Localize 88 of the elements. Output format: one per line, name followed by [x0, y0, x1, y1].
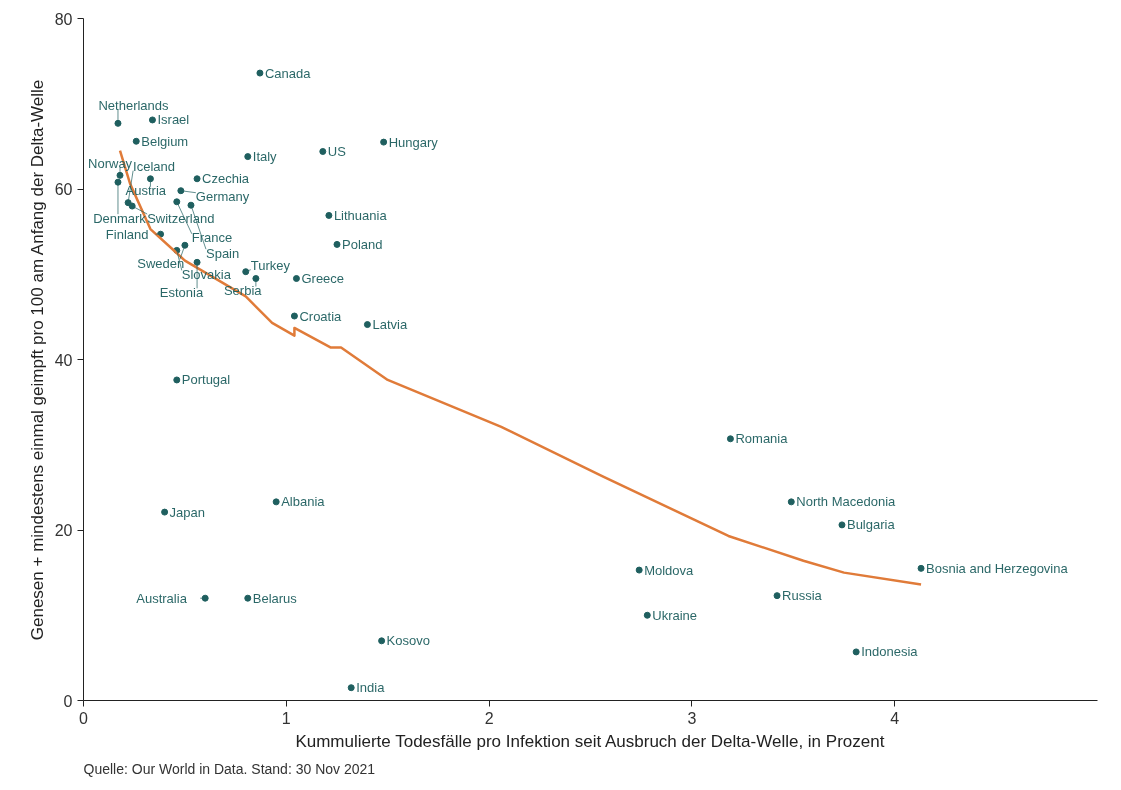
point	[272, 498, 280, 506]
annotation: Sweden	[137, 255, 185, 271]
annotation: Bulgaria	[846, 517, 896, 533]
x-tick-label: 3	[687, 709, 697, 727]
point	[244, 153, 252, 161]
annotation: Indonesia	[861, 644, 919, 660]
point	[114, 178, 122, 186]
annotation: Hungary	[388, 134, 439, 150]
y-tick-label: 60	[54, 181, 73, 198]
annotation: Finland	[105, 226, 149, 242]
point	[917, 564, 925, 572]
annotation: Greece	[301, 271, 345, 287]
y-tick-label: 20	[54, 522, 73, 539]
annotation: Australia	[136, 590, 188, 606]
y-tick-label: 0	[63, 692, 73, 710]
point	[838, 521, 846, 529]
point	[852, 648, 860, 656]
source-note: Quelle: Our World in Data. Stand: 30 Nov 2021	[83, 760, 376, 777]
annotation: Israel	[157, 112, 190, 128]
annotation: Romania	[735, 431, 789, 447]
point	[173, 198, 181, 206]
y-tick-label: 80	[54, 10, 73, 28]
annotation: Switzerland	[147, 210, 215, 226]
point	[380, 138, 388, 146]
annotation: Canada	[264, 65, 312, 81]
annotation: Japan	[169, 504, 206, 520]
point	[347, 684, 355, 692]
point	[181, 241, 189, 249]
annotation: US	[327, 143, 347, 159]
annotation: North Macedonia	[796, 494, 897, 510]
point	[128, 202, 136, 210]
point	[290, 312, 298, 320]
annotation: Denmark	[93, 210, 147, 226]
annotation: Ukraine	[652, 607, 698, 623]
y-tick-label: 40	[54, 351, 73, 369]
x-axis-title: Kummulierte Todesfälle pro Infektion seit Ausbruch der Delta-Welle, in Prozent	[295, 731, 885, 751]
annotation: Turkey	[250, 258, 291, 274]
annotation: Albania	[281, 494, 326, 510]
annotation: Lithuania	[333, 207, 388, 223]
point	[193, 258, 201, 266]
point	[319, 148, 327, 155]
annotation: Germany	[195, 189, 250, 205]
point	[292, 275, 300, 283]
annotation: Estonia	[159, 284, 204, 300]
point	[325, 211, 333, 219]
point	[146, 175, 154, 183]
x-tick-label: 1	[281, 709, 291, 727]
annotation: Moldova	[644, 562, 695, 578]
point	[114, 119, 122, 127]
annotation: Italy	[252, 149, 278, 165]
annotation: Russia	[782, 588, 823, 604]
point	[378, 637, 386, 645]
point	[177, 187, 185, 195]
point	[333, 240, 341, 248]
point	[256, 69, 264, 77]
annotation: Bosnia and Herzegovina	[926, 560, 1069, 576]
point	[193, 175, 201, 183]
annotation: Belgium	[141, 133, 189, 149]
point	[116, 171, 124, 179]
point	[132, 137, 140, 145]
point	[787, 498, 795, 506]
annotation: Belarus	[252, 590, 298, 606]
x-tick-label: 0	[79, 709, 89, 727]
annotation: Kosovo	[386, 633, 430, 649]
point	[161, 508, 169, 516]
point	[635, 566, 643, 574]
point	[773, 592, 781, 600]
point	[643, 611, 651, 619]
x-tick-label: 2	[484, 709, 494, 727]
annotation: Czechia	[202, 171, 250, 187]
annotation: Netherlands	[98, 97, 170, 113]
annotation: Portugal	[181, 372, 231, 388]
annotation: France	[191, 230, 233, 246]
y-axis-title: Genesen + mindestens einmal geimpft pro 100 am Anfang der Delta-Welle	[27, 79, 47, 641]
point	[173, 376, 181, 384]
point	[244, 594, 252, 602]
point	[726, 435, 734, 443]
annotation: Croatia	[299, 308, 343, 324]
x-tick-label: 4	[890, 709, 900, 727]
annotation: Poland	[342, 236, 383, 252]
annotation: Latvia	[372, 317, 408, 333]
annotation: Spain	[205, 245, 240, 261]
point	[252, 275, 260, 283]
annotation: Iceland	[133, 159, 176, 175]
annotation: India	[356, 680, 386, 696]
point	[187, 201, 195, 209]
point	[148, 116, 156, 124]
point	[363, 321, 371, 329]
